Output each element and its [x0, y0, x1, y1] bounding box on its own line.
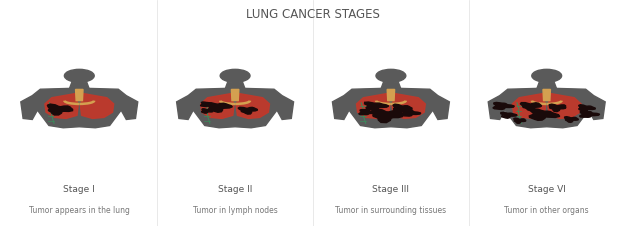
Polygon shape: [201, 94, 234, 119]
Polygon shape: [69, 83, 89, 89]
Text: Stage I: Stage I: [63, 184, 95, 193]
Polygon shape: [549, 105, 566, 112]
Polygon shape: [580, 112, 600, 118]
Polygon shape: [372, 109, 403, 123]
Ellipse shape: [532, 70, 562, 83]
Polygon shape: [45, 94, 78, 119]
Polygon shape: [387, 90, 394, 101]
Polygon shape: [392, 94, 425, 119]
Polygon shape: [537, 83, 557, 89]
Polygon shape: [202, 109, 213, 114]
Polygon shape: [238, 108, 257, 115]
Polygon shape: [512, 94, 546, 119]
Text: Tumor appears in the lung: Tumor appears in the lung: [29, 205, 130, 214]
Polygon shape: [493, 103, 515, 110]
Polygon shape: [578, 105, 595, 112]
Polygon shape: [488, 89, 605, 128]
Polygon shape: [514, 118, 526, 124]
Polygon shape: [205, 103, 232, 113]
Text: Tumor in other organs: Tumor in other organs: [505, 205, 589, 214]
Polygon shape: [232, 90, 239, 101]
Text: Tumor in surrounding tissues: Tumor in surrounding tissues: [336, 205, 446, 214]
Polygon shape: [200, 103, 214, 107]
Text: Stage VI: Stage VI: [528, 184, 566, 193]
Polygon shape: [548, 94, 581, 119]
Ellipse shape: [64, 70, 94, 83]
Polygon shape: [530, 109, 560, 121]
Polygon shape: [520, 103, 541, 111]
Polygon shape: [565, 117, 578, 123]
Polygon shape: [501, 113, 517, 119]
Polygon shape: [359, 110, 376, 115]
Polygon shape: [177, 89, 294, 128]
Polygon shape: [236, 94, 270, 119]
Ellipse shape: [376, 70, 406, 83]
Polygon shape: [543, 90, 550, 101]
Polygon shape: [21, 89, 138, 128]
Polygon shape: [364, 103, 389, 111]
Polygon shape: [80, 94, 114, 119]
Text: LUNG CANCER STAGES: LUNG CANCER STAGES: [246, 8, 380, 21]
Polygon shape: [225, 83, 245, 89]
Polygon shape: [76, 90, 83, 101]
Text: Stage III: Stage III: [372, 184, 409, 193]
Polygon shape: [401, 110, 421, 117]
Text: Tumor in lymph nodes: Tumor in lymph nodes: [193, 205, 277, 214]
Ellipse shape: [220, 70, 250, 83]
Polygon shape: [332, 89, 449, 128]
Polygon shape: [381, 83, 401, 89]
Polygon shape: [48, 105, 73, 116]
Polygon shape: [356, 94, 390, 119]
Text: Stage II: Stage II: [218, 184, 252, 193]
Polygon shape: [393, 105, 412, 113]
